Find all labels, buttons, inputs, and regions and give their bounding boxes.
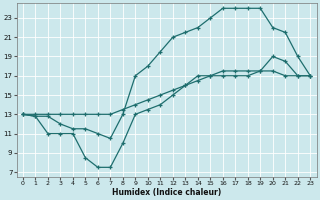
X-axis label: Humidex (Indice chaleur): Humidex (Indice chaleur)	[112, 188, 221, 197]
